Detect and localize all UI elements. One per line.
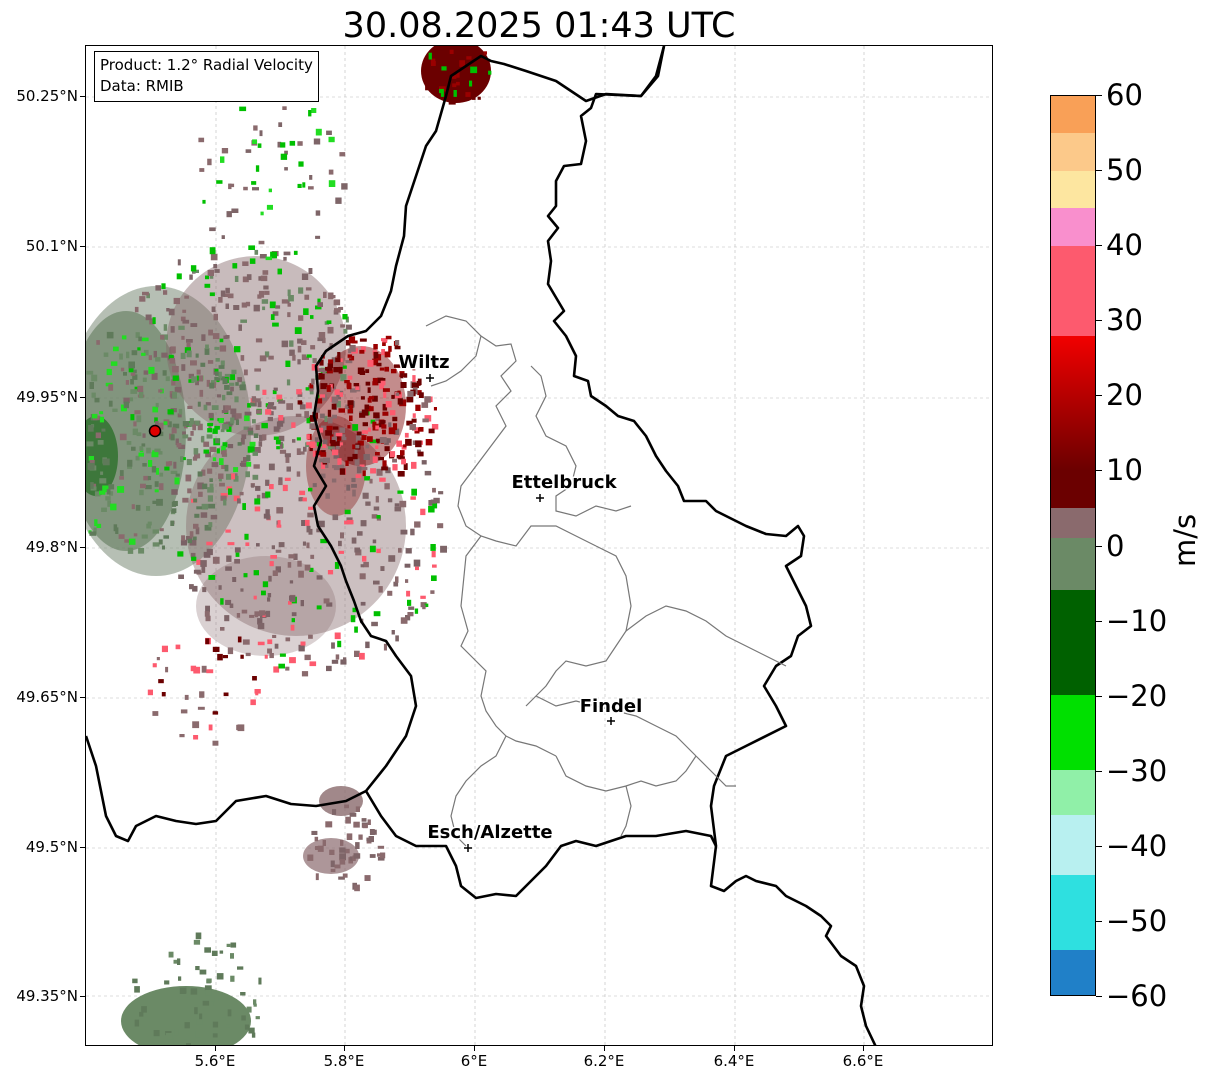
city-marker-icon [426, 374, 434, 382]
colorbar-tick-mark [1096, 170, 1102, 172]
y-tick-mark [80, 547, 85, 548]
y-tick-label: 50.1°N [25, 237, 78, 255]
colorbar-tick-label: 40 [1106, 228, 1143, 263]
colorbar-segment [1051, 96, 1095, 134]
colorbar-tick-mark [1096, 695, 1102, 697]
colorbar-tick-mark [1096, 620, 1102, 622]
district-borders [425, 315, 787, 847]
colorbar-tick-label: −20 [1106, 678, 1168, 713]
city-label: Findel [580, 696, 643, 717]
colorbar-tick-label: −50 [1106, 903, 1168, 938]
y-tick-label: 49.65°N [16, 688, 78, 706]
y-tick-mark [80, 246, 85, 247]
y-tick-label: 49.5°N [25, 838, 78, 856]
colorbar-segment [1051, 875, 1095, 951]
colorbar-segment [1051, 950, 1095, 995]
colorbar-tick-label: 20 [1106, 378, 1143, 413]
y-tick-label: 49.35°N [16, 987, 78, 1005]
city-label: Wiltz [398, 352, 449, 373]
city-marker-icon [536, 494, 544, 502]
colorbar-tick-label: −60 [1106, 979, 1168, 1013]
city-findel: Findel [578, 695, 644, 725]
colorbar-tick-label: 30 [1106, 303, 1143, 338]
colorbar-tick-label: 50 [1106, 153, 1143, 188]
x-tick-label: 6.2°E [583, 1052, 625, 1070]
x-tick-label: 6.6°E [842, 1052, 884, 1070]
map-title: 30.08.2025 01:43 UTC [342, 6, 736, 46]
colorbar-tick-label: −10 [1106, 603, 1168, 638]
colorbar-tick-mark [1096, 545, 1102, 547]
colorbar-segment [1051, 508, 1095, 539]
colorbar-tick-mark [1096, 770, 1102, 772]
colorbar-tick-mark [1096, 245, 1102, 247]
colorbar-tick-label: −30 [1106, 753, 1168, 788]
y-tick-label: 49.8°N [25, 538, 78, 556]
x-tick-mark [215, 1046, 216, 1051]
radar-echoes [86, 46, 492, 1045]
colorbar-tick-label: 0 [1106, 528, 1125, 563]
city-wiltz: Wiltz [397, 351, 451, 382]
city-label: Ettelbruck [511, 472, 617, 493]
y-tick-label: 49.95°N [16, 388, 78, 406]
colorbar-segment [1051, 590, 1095, 696]
colorbar-tick-mark [1096, 95, 1102, 96]
y-tick-mark [80, 847, 85, 848]
x-tick-mark [604, 1046, 605, 1051]
colorbar-segment [1051, 815, 1095, 876]
colorbar-segment [1051, 470, 1095, 509]
city-markers: Wiltz Ettelbruck Findel Esch/Alzette [397, 351, 644, 852]
colorbar-segment [1051, 695, 1095, 771]
x-tick-label: 5.8°E [323, 1052, 365, 1070]
colorbar-tick-label: 60 [1106, 78, 1143, 112]
y-tick-mark [80, 96, 85, 97]
product-label: Product: 1.2° Radial Velocity [100, 56, 313, 74]
colorbar-tick-mark [1096, 845, 1102, 847]
colorbar-tick-mark [1096, 920, 1102, 922]
city-label: Esch/Alzette [427, 822, 552, 843]
country-borders [86, 46, 877, 1045]
colorbar-tick-mark [1096, 470, 1102, 472]
colorbar-segment [1051, 538, 1095, 591]
colorbar-tick-label: 10 [1106, 453, 1143, 488]
x-tick-mark [344, 1046, 345, 1051]
map-canvas: Wiltz Ettelbruck Findel Esch/Alzette [86, 46, 992, 1045]
colorbar-tick-label: −40 [1106, 828, 1168, 863]
colorbar-segment [1051, 170, 1095, 209]
data-source-label: Data: RMIB [100, 77, 184, 95]
velocity-colorbar [1050, 95, 1096, 996]
colorbar-segment [1051, 208, 1095, 247]
y-tick-mark [80, 397, 85, 398]
colorbar-gradient [1051, 335, 1095, 471]
x-tick-label: 6.4°E [713, 1052, 755, 1070]
x-tick-label: 6°E [460, 1052, 488, 1070]
colorbar-unit-label: m/s [1168, 513, 1202, 567]
colorbar-segment [1051, 770, 1095, 816]
colorbar-tick-mark [1096, 996, 1102, 997]
x-tick-mark [734, 1046, 735, 1051]
colorbar-segment [1051, 245, 1095, 337]
city-marker-icon [607, 717, 615, 725]
colorbar-segment [1051, 133, 1095, 172]
x-tick-mark [863, 1046, 864, 1051]
colorbar-tick-mark [1096, 395, 1102, 397]
radar-marker[interactable] [148, 424, 162, 438]
colorbar-tick-mark [1096, 320, 1102, 322]
city-ettelbruck: Ettelbruck [510, 471, 619, 502]
city-esch-alzette: Esch/Alzette [426, 821, 554, 852]
y-tick-mark [80, 996, 85, 997]
product-info-box: Product: 1.2° Radial Velocity Data: RMIB [94, 51, 319, 102]
x-tick-label: 5.6°E [194, 1052, 236, 1070]
y-tick-mark [80, 697, 85, 698]
x-tick-mark [474, 1046, 475, 1051]
y-tick-label: 50.25°N [16, 87, 78, 105]
city-marker-icon [464, 844, 472, 852]
radar-map[interactable]: Wiltz Ettelbruck Findel Esch/Alzette [85, 45, 993, 1046]
